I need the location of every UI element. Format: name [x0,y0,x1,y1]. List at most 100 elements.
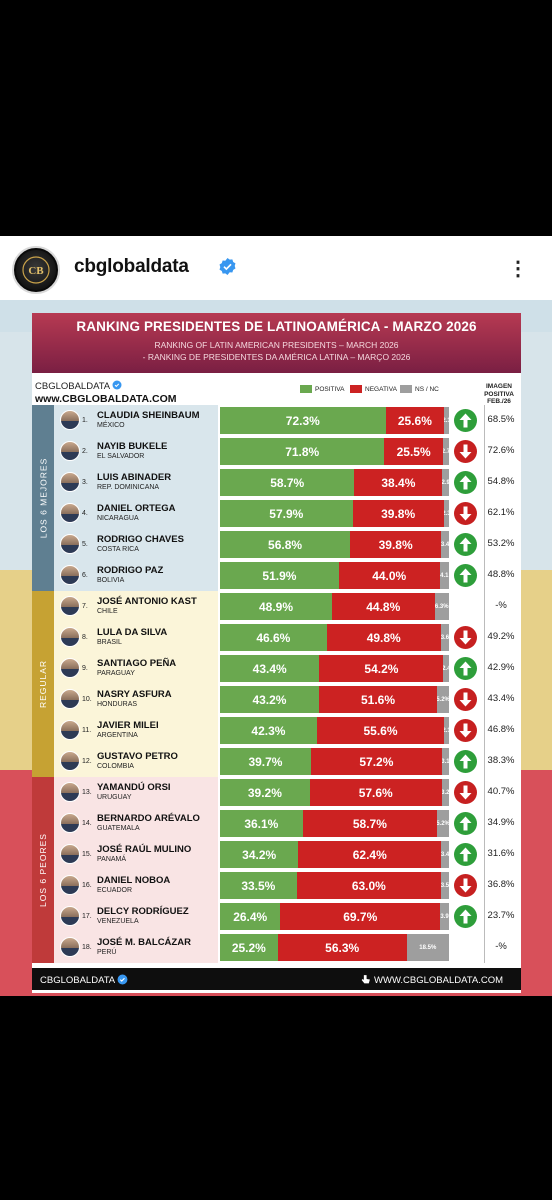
president-name: BERNARDO ARÉVALO [97,813,200,824]
legend-swatch [300,385,312,393]
negative-segment: 25.6% [385,407,445,434]
nsnc-segment-label: 18.5% [419,944,437,951]
feb-positive-value: 38.3% [487,755,515,766]
nsnc-segment: 2.1 [444,407,449,434]
negative-segment-label: 63.0% [351,878,386,893]
negative-segment: 51.6% [318,686,438,713]
nsnc-segment-label: 2.1 [444,417,449,424]
nsnc-segment-label: 5.2% [437,820,449,827]
column-header-feb: IMAGEN POSITIVA FEB./26 [484,383,514,405]
table-row: 6. RODRIGO PAZ BOLIVIA 51.9% 44.0% 4.1 48.8% [32,560,521,591]
feb-positive-value: 46.8% [487,724,515,735]
nsnc-segment: 3.4 [441,841,449,868]
nsnc-segment: 3.6 [440,624,449,651]
avatar[interactable]: CB [12,246,60,294]
trend-up-arrow-icon [454,657,477,680]
country-name: URUGUAY [97,794,132,801]
nsnc-segment: 2.4 [443,655,449,682]
card-footer: CBGLOBALDATA WWW.CBGLOBALDATA.COM [32,968,521,990]
negative-segment: 62.4% [298,841,442,868]
country-name: REP. DOMINICANA [97,484,160,491]
negative-segment: 44.8% [331,593,435,620]
feb-positive-value: 54.8% [487,476,515,487]
president-name: DELCY RODRÍGUEZ [97,906,189,917]
trend-up-arrow-icon [454,533,477,556]
country-name: VENEZUELA [97,918,139,925]
positive-segment-label: 36.1% [244,816,279,831]
rank-number: 10. [82,696,92,703]
table-row: 4. DANIEL ORTEGA NICARAGUA 57.9% 39.8% 2.3 62.… [32,498,521,529]
president-name: SANTIAGO PEÑA [97,658,177,669]
rank-number: 14. [82,820,92,827]
president-name: JOSÉ M. BALCÁZAR [97,937,191,948]
trend-down-arrow-icon [454,688,477,711]
president-name: YAMANDÚ ORSI [97,782,171,793]
nsnc-segment: 3.5 [440,872,449,899]
table-row: 9. SANTIAGO PEÑA PARAGUAY 43.4% 54.2% 2.4 42.9… [32,653,521,684]
feb-positive-value: 53.2% [487,538,515,549]
negative-segment-label: 57.6% [358,785,393,800]
verified-badge-icon [112,380,122,390]
rank-number: 13. [82,789,92,796]
nsnc-segment: 2.3 [443,500,449,527]
president-photo [60,782,80,802]
positive-segment: 57.9% [220,500,353,527]
feb-positive-value: 43.4% [487,693,515,704]
president-photo [60,875,80,895]
feb-positive-value: 72.6% [487,445,515,456]
trend-up-arrow-icon [454,905,477,928]
positive-segment: 42.3% [220,717,317,744]
country-name: PERÚ [97,949,117,956]
trend-down-arrow-icon [454,781,477,804]
positive-segment-label: 26.4% [233,909,268,924]
table-row: 10.NASRY ASFURAHONDURAS43.2%51.6%5.2%43.… [32,684,521,715]
approval-bar: 26.4% 69.7% 3.9 [220,903,449,930]
trend-down-arrow-icon [454,502,477,525]
approval-bar: 39.7% 57.2% 3.1 [220,748,449,775]
positive-segment: 43.4% [220,655,320,682]
footer-brand: CBGLOBALDATA [40,974,128,986]
username[interactable]: cbglobaldata [74,256,189,277]
approval-bar: 39.2% 57.6% 3.2 [220,779,449,806]
positive-segment-label: 34.2% [242,847,277,862]
nsnc-segment-label: 6.3% [434,603,449,610]
title-band: RANKING PRESIDENTES DE LATINOAMÉRICA - M… [32,313,521,373]
positive-segment: 51.9% [220,562,339,589]
rank-number: 4. [82,510,88,517]
president-photo [60,658,80,678]
positive-segment: 39.2% [220,779,310,806]
feb-positive-value: 49.2% [487,631,515,642]
rank-number: 9. [82,665,88,672]
table-row: 14. BERNARDO ARÉVALO GUATEMALA 36.1% 58.7% 5.… [32,808,521,839]
negative-segment: 57.6% [309,779,442,806]
approval-bar: 51.9% 44.0% 4.1 [220,562,449,589]
table-row: 7. JOSÉ ANTONIO KAST CHILE 48.9% 44.8% 6.3% -% [32,591,521,622]
president-name: RODRIGO CHAVES [97,534,184,545]
more-options-icon[interactable]: ⋮ [508,258,529,280]
legend-swatch [350,385,362,393]
negative-segment-label: 44.8% [366,599,401,614]
country-name: CHILE [97,608,118,615]
positive-segment-label: 43.2% [252,692,287,707]
rank-number: 2. [82,448,88,455]
president-name: DANIEL ORTEGA [97,503,176,514]
negative-segment: 55.6% [316,717,445,744]
country-name: PANAMÁ [97,856,127,863]
trend-up-arrow-icon [454,471,477,494]
feb-positive-value: 34.9% [487,817,515,828]
country-name: COLOMBIA [97,763,134,770]
approval-bar: 71.8% 25.5% 2.7 [220,438,449,465]
negative-segment: 25.5% [384,438,443,465]
rank-number: 6. [82,572,88,579]
rank-number: 7. [82,603,88,610]
approval-bar: 57.9% 39.8% 2.3 [220,500,449,527]
feb-positive-value: 36.8% [487,879,515,890]
president-photo [60,596,80,616]
brand-name: CBGLOBALDATA [35,380,122,392]
negative-segment-label: 69.7% [343,909,378,924]
negative-segment: 54.2% [319,655,444,682]
column-divider [484,405,485,963]
nsnc-segment-label: 4.1 [440,572,449,579]
negative-segment-label: 25.6% [397,413,432,428]
group-label-mid: REGULAR [32,591,54,777]
